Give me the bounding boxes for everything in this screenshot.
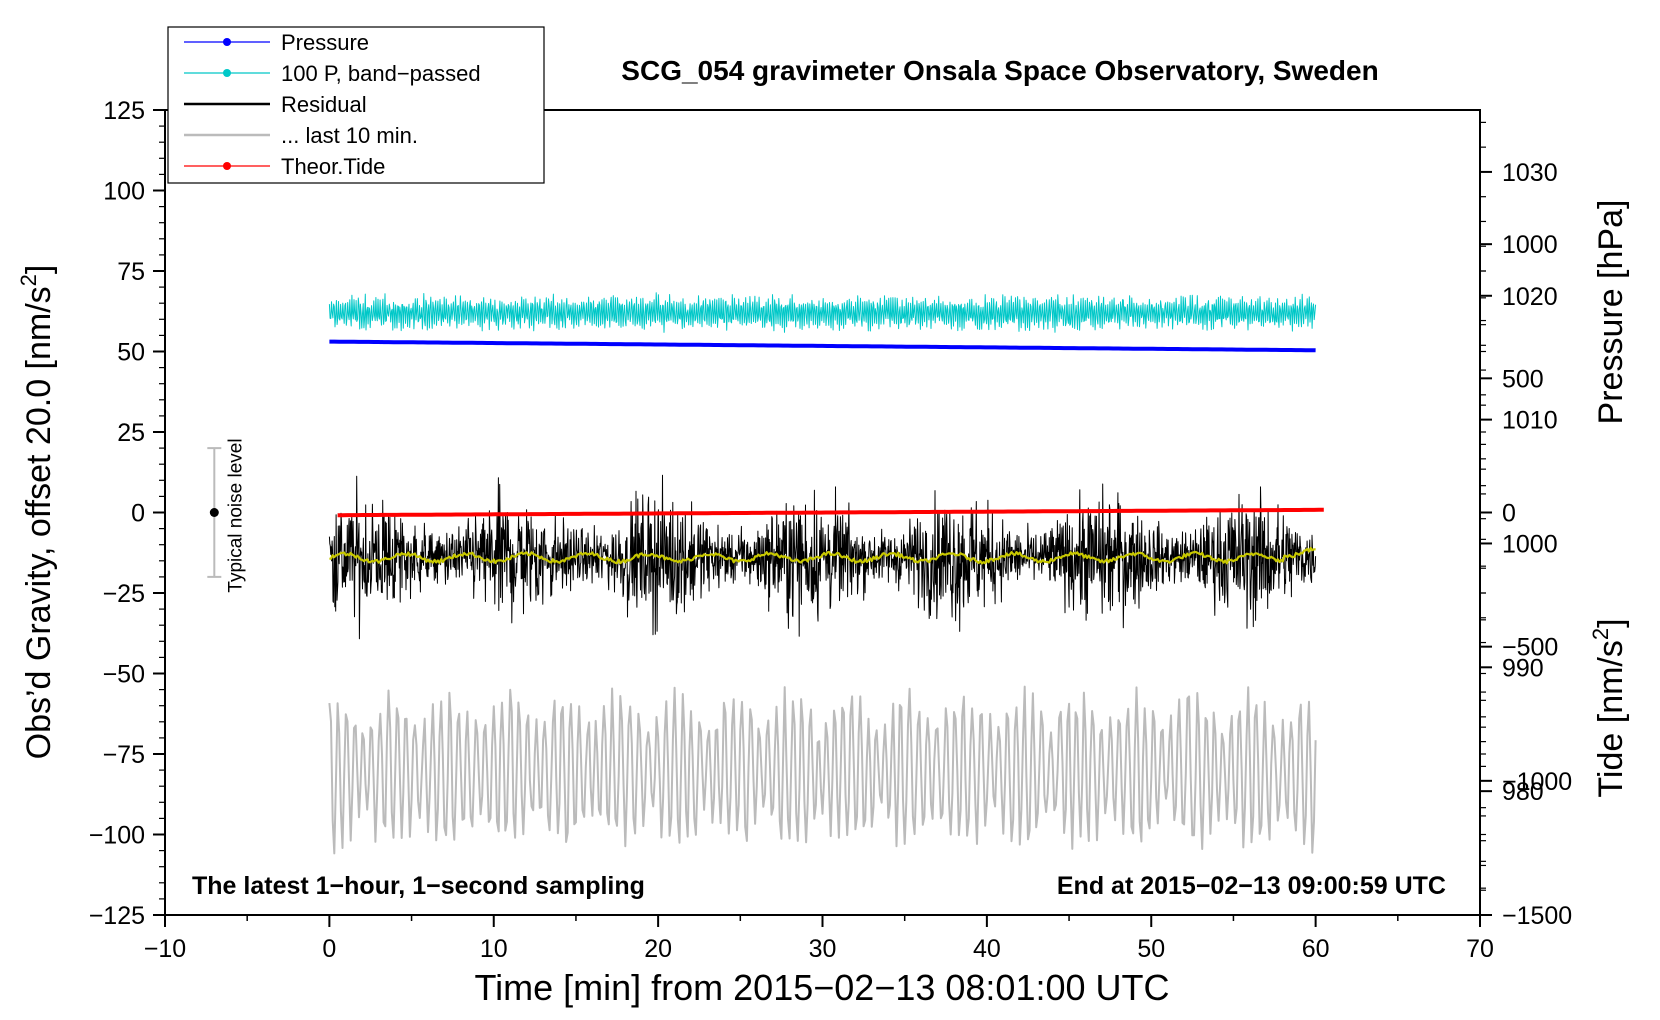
legend-label: Residual xyxy=(281,92,367,117)
y-axis-label-tide: Tide [nm/s2] xyxy=(1588,618,1630,797)
annotation-bottom-right: End at 2015−02−13 09:00:59 UTC xyxy=(1057,872,1446,900)
series-residual-smoothed xyxy=(329,546,1316,565)
legend: Pressure 100 P, band−passed Residual ... la… xyxy=(167,26,545,184)
x-axis: −10 0 10 20 30 40 50 60 70 xyxy=(144,915,1494,963)
pressure-tick-label: 1010 xyxy=(1502,407,1558,435)
y-axis-gravity: −125 −100 −75 −50 −25 0 25 50 75 100 125 xyxy=(89,97,165,930)
x-tick-label: 70 xyxy=(1466,935,1494,963)
legend-label: ... last 10 min. xyxy=(281,123,418,148)
pressure-tick-label: 980 xyxy=(1502,778,1544,806)
y-tick-label: −100 xyxy=(89,822,145,850)
y-axis-label-gravity-main: Obs’d Gravity, offset 20.0 [nm/s xyxy=(20,286,58,759)
pressure-tick-label: 1020 xyxy=(1502,283,1558,311)
x-tick-label: 10 xyxy=(480,935,508,963)
x-tick-label: 60 xyxy=(1302,935,1330,963)
y-tick-label: −125 xyxy=(89,902,145,930)
x-tick-label: 30 xyxy=(809,935,837,963)
x-tick-label: 20 xyxy=(644,935,672,963)
legend-label: Pressure xyxy=(281,30,369,55)
y-axis-pressure: 980 990 1000 1010 1020 1030 xyxy=(1480,121,1558,891)
x-tick-label: 50 xyxy=(1137,935,1165,963)
x-tick-label: 0 xyxy=(322,935,336,963)
y-axis-label-gravity-end: ] xyxy=(20,265,58,274)
pressure-tick-label: 990 xyxy=(1502,654,1544,682)
y-axis-tide: −1500 −1000 −500 0 500 1000 xyxy=(1480,231,1572,930)
chart-title: SCG_054 gravimeter Onsala Space Observat… xyxy=(621,55,1378,86)
x-tick-label: −10 xyxy=(144,935,186,963)
noise-indicator xyxy=(207,447,222,578)
tide-tick-label: −500 xyxy=(1502,634,1558,662)
legend-label: 100 P, band−passed xyxy=(281,61,481,86)
x-tick-label: 40 xyxy=(973,935,1001,963)
legend-marker xyxy=(223,69,231,77)
y-axis-label-tide-end: ] xyxy=(1592,618,1630,627)
pressure-tick-label: 1030 xyxy=(1502,159,1558,187)
y-tick-label: −25 xyxy=(103,580,145,608)
y-tick-label: 125 xyxy=(103,97,145,125)
y-axis-label-pressure: Pressure [hPa] xyxy=(1592,200,1630,425)
tide-tick-label: 500 xyxy=(1502,365,1544,393)
series-band-passed-pressure xyxy=(328,292,1317,333)
y-axis-label-gravity-sup: 2 xyxy=(16,274,41,286)
legend-label: Theor.Tide xyxy=(281,154,385,179)
y-tick-label: −75 xyxy=(103,741,145,769)
legend-marker xyxy=(223,38,231,46)
noise-label: Typical noise level xyxy=(225,438,246,592)
y-tick-label: 0 xyxy=(131,500,145,528)
y-axis-label-tide-main: Tide [nm/s xyxy=(1592,640,1630,797)
series-pressure xyxy=(329,339,1316,353)
y-tick-label: 100 xyxy=(103,178,145,206)
legend-marker xyxy=(223,162,231,170)
noise-center-dot xyxy=(209,508,219,517)
series-layer xyxy=(328,292,1324,855)
y-axis-label-tide-sup: 2 xyxy=(1588,628,1613,640)
y-tick-label: 25 xyxy=(117,419,145,447)
annotation-bottom-left: The latest 1−hour, 1−second sampling xyxy=(192,872,645,900)
tide-tick-label: 1000 xyxy=(1502,231,1558,259)
tide-tick-label: −1500 xyxy=(1502,902,1572,930)
series-theoretical-tide xyxy=(337,507,1324,518)
y-tick-label: 50 xyxy=(117,339,145,367)
tide-tick-label: 0 xyxy=(1502,500,1516,528)
tide-tick-label: −1000 xyxy=(1502,768,1572,796)
y-axis-label-gravity: Obs’d Gravity, offset 20.0 [nm/s2] xyxy=(16,265,58,760)
series-residual xyxy=(328,474,1317,640)
y-tick-label: 75 xyxy=(117,258,145,286)
y-tick-label: −50 xyxy=(103,661,145,689)
series-last-10-min xyxy=(328,685,1317,855)
pressure-tick-label: 1000 xyxy=(1502,530,1558,558)
x-axis-label: Time [min] from 2015−02−13 08:01:00 UTC xyxy=(474,967,1169,1008)
